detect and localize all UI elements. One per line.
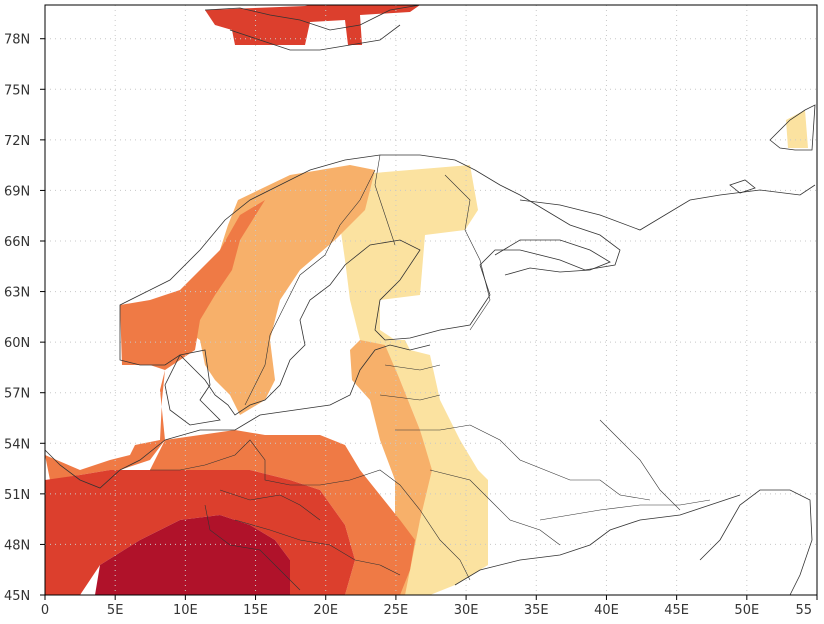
- x-tick-label: 20E: [313, 603, 338, 618]
- shading-level-1-arctic: [786, 110, 808, 148]
- coast-kola-white-sea: [494, 239, 611, 276]
- y-tick-label: 78N: [4, 33, 30, 48]
- border-finland-russia: [444, 174, 491, 331]
- coast-jutland: [164, 349, 221, 426]
- x-tick-label: 35E: [524, 603, 549, 618]
- border-sweden-finland: [374, 154, 396, 246]
- x-tick-label: 45E: [664, 603, 689, 618]
- y-tick-label: 57N: [4, 387, 30, 402]
- map-frame: [44, 4, 818, 596]
- coastlines: [44, 4, 816, 596]
- border-baltics: [379, 364, 471, 431]
- border-central-europe: [150, 439, 471, 591]
- shading-level-4-svalbard: [205, 5, 420, 45]
- y-tick-label: 45N: [4, 589, 30, 604]
- y-tick-label: 60N: [4, 336, 30, 351]
- graticule: [45, 5, 817, 595]
- plot-area: [44, 4, 818, 596]
- country-borders: [150, 154, 711, 591]
- x-tick-label: 15E: [243, 603, 268, 618]
- x-tick-label: 10E: [173, 603, 198, 618]
- x-tick-label: 30E: [454, 603, 479, 618]
- coast-kolguev: [729, 179, 756, 194]
- coast-svalbard: [204, 4, 421, 51]
- shading-level-2: [180, 165, 375, 415]
- y-tick-label: 48N: [4, 538, 30, 553]
- y-tick-label: 72N: [4, 134, 30, 149]
- coast-novaya-zemlya: [769, 104, 816, 151]
- y-axis: 45N 48N 51N 54N 57N 60N 63N 66N 69N 72N 75N 78N: [4, 33, 45, 604]
- x-tick-label: 40E: [594, 603, 619, 618]
- y-tick-label: 54N: [4, 437, 30, 452]
- y-tick-label: 51N: [4, 488, 30, 503]
- shading-level-3: [45, 200, 265, 480]
- y-tick-label: 75N: [4, 83, 30, 98]
- coast-baltic-south: [164, 344, 431, 441]
- coast-black-sea: [454, 494, 741, 586]
- coast-caspian: [699, 489, 813, 596]
- coast-arctic-russia: [519, 184, 816, 231]
- border-norway-sweden: [244, 169, 376, 406]
- y-tick-label: 63N: [4, 286, 30, 301]
- coast-scandinavia: [119, 154, 621, 416]
- y-tick-label: 66N: [4, 235, 30, 250]
- shaded-field: [45, 5, 808, 595]
- border-russia-east: [539, 499, 711, 521]
- x-tick-label: 50E: [734, 603, 759, 618]
- y-tick-label: 69N: [4, 184, 30, 199]
- x-tick-label: 5E: [107, 603, 124, 618]
- x-tick-label: 55: [795, 603, 812, 618]
- shading-level-3-central: [150, 430, 415, 595]
- shading-level-1: [340, 165, 488, 595]
- x-tick-label: 0: [41, 603, 49, 618]
- x-axis: 0 5E 10E 15E 20E 25E 30E 35E 40E 45E 50E 55: [41, 595, 818, 618]
- shading-level-4: [45, 470, 355, 595]
- x-tick-label: 25E: [384, 603, 409, 618]
- border-eastern-europe: [429, 419, 681, 546]
- coast-europe-west: [44, 439, 166, 489]
- shading-level-5: [95, 515, 290, 595]
- shading-level-2-baltic: [350, 340, 432, 595]
